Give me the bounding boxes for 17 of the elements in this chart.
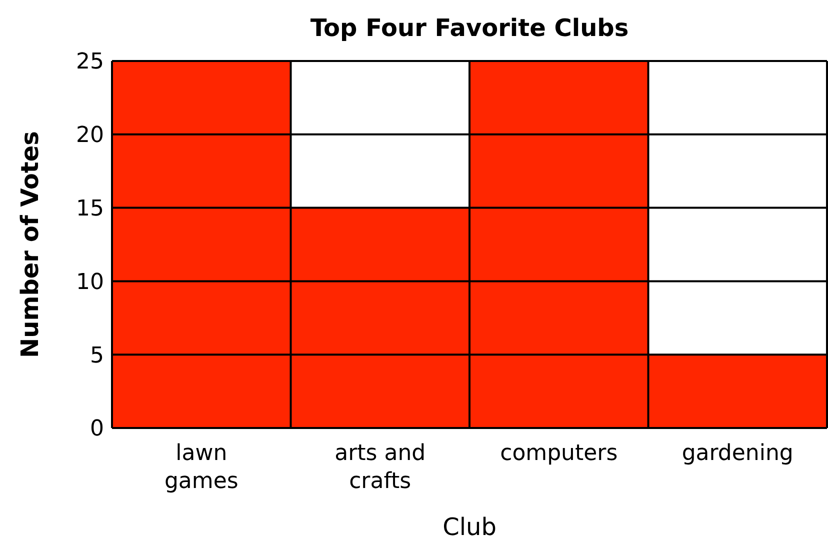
y-tick-label: 20	[76, 123, 104, 148]
bar	[290, 208, 470, 428]
y-tick-label: 15	[76, 196, 104, 222]
bar	[470, 61, 648, 428]
y-tick-label: 0	[90, 416, 104, 442]
y-axis-title: Number of Votes	[16, 131, 44, 358]
x-axis-title: Club	[442, 513, 496, 541]
bar	[648, 354, 827, 428]
y-tick-label: 5	[90, 343, 104, 368]
x-tick-label: gardening	[682, 441, 794, 466]
x-tick-label: arts and crafts	[334, 441, 426, 494]
bar	[112, 61, 291, 428]
x-tick-label: lawn games	[164, 441, 238, 494]
y-tick-label: 25	[76, 50, 104, 75]
y-tick-label: 10	[76, 270, 104, 295]
x-tick-label: computers	[500, 441, 618, 466]
chart-title: Top Four Favorite Clubs	[310, 14, 629, 42]
